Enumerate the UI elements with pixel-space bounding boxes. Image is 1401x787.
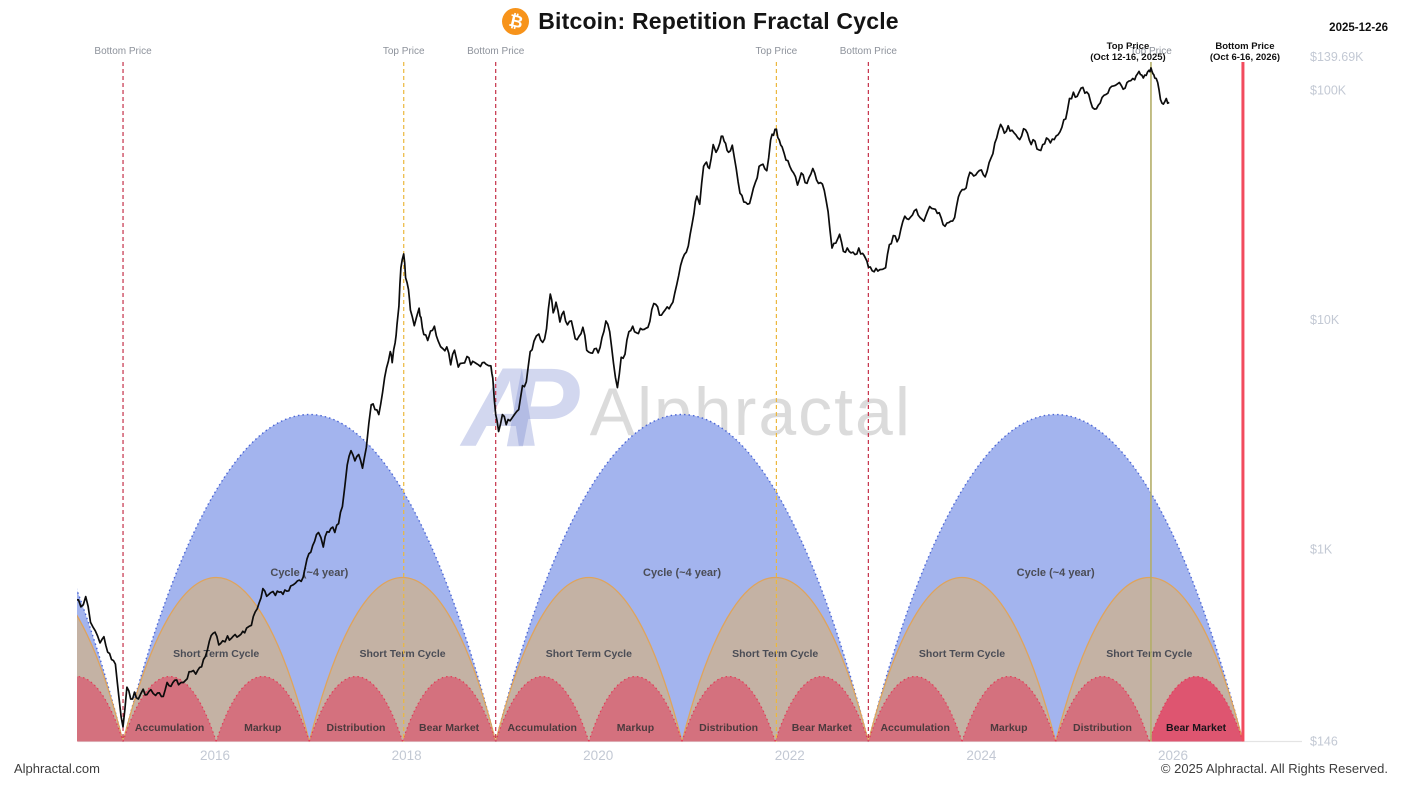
- phase-arc: [1055, 676, 1150, 742]
- event-annotation: Top Price: [1107, 41, 1150, 52]
- y-axis-tick: $139.69K: [1310, 50, 1364, 64]
- y-axis-tick: $100K: [1310, 84, 1347, 98]
- x-axis-tick: 2016: [200, 748, 230, 763]
- page-title: Bitcoin: Repetition Fractal Cycle: [538, 8, 899, 34]
- event-label: Bottom Price: [94, 46, 152, 57]
- event-label: Top Price: [756, 46, 798, 57]
- phase-label: Distribution: [699, 722, 758, 734]
- cycle-label: Cycle (~4 year): [270, 567, 348, 579]
- plot-area: [0, 414, 1244, 742]
- short-term-label: Short Term Cycle: [732, 648, 818, 660]
- phase-arc: [495, 676, 590, 742]
- bitcoin-icon: ₿: [502, 8, 530, 35]
- phase-label: Bear Market: [419, 722, 480, 734]
- phase-arc: [77, 676, 124, 742]
- y-axis-tick: $146: [1310, 734, 1338, 748]
- event-annotation: (Oct 6-16, 2026): [1210, 52, 1280, 63]
- short-term-label: Short Term Cycle: [359, 648, 445, 660]
- btc-price-line: [77, 67, 1170, 728]
- phase-arc: [308, 676, 404, 742]
- x-axis-tick: 2020: [583, 748, 613, 763]
- copyright-text: © 2025 Alphractal. All Rights Reserved.: [1160, 761, 1388, 776]
- phase-label: Distribution: [1073, 722, 1132, 734]
- x-axis-tick: 2026: [1158, 748, 1188, 763]
- short-term-label: Short Term Cycle: [1106, 648, 1192, 660]
- cycle-label: Cycle (~4 year): [643, 567, 721, 579]
- phase-arc: [588, 676, 683, 742]
- phase-label: Accumulation: [880, 722, 949, 734]
- cycle-labels: Cycle (~4 year) Short Term Cycle Short Ter…: [135, 567, 1227, 734]
- phase-label: Bear Market: [792, 722, 853, 734]
- y-axis-tick: $10K: [1310, 313, 1340, 327]
- event-label: Top Price: [383, 46, 425, 57]
- site-link[interactable]: Alphractal.com: [14, 761, 100, 776]
- short-term-label: Short Term Cycle: [173, 648, 259, 660]
- phase-label: Accumulation: [135, 722, 204, 734]
- cycle-label: Cycle (~4 year): [1017, 567, 1095, 579]
- phase-label: Markup: [990, 722, 1027, 734]
- phase-arc: [867, 676, 963, 742]
- snapshot-date: 2025-12-26: [1329, 22, 1388, 34]
- event-annotation: (Oct 12-16, 2025): [1090, 52, 1166, 63]
- event-label: Bottom Price: [840, 46, 898, 57]
- chart-header: ₿ Bitcoin: Repetition Fractal Cycle: [0, 8, 1401, 35]
- y-axis-tick: $1K: [1310, 543, 1333, 557]
- event-label: Bottom Price: [467, 46, 525, 57]
- phase-label: Markup: [617, 722, 654, 734]
- phase-label: Accumulation: [508, 722, 577, 734]
- x-axis-tick: 2018: [392, 748, 422, 763]
- phase-arc: [774, 676, 869, 742]
- phase-arc: [681, 676, 776, 742]
- phase-label: Markup: [244, 722, 281, 734]
- phase-label: Distribution: [326, 722, 385, 734]
- phase-arc: [961, 676, 1057, 742]
- x-axis-tick: 2022: [775, 748, 805, 763]
- short-term-label: Short Term Cycle: [546, 648, 632, 660]
- x-axis-tick: 2024: [966, 748, 997, 763]
- phase-label: Bear Market: [1166, 722, 1227, 734]
- event-label: Top Price: [1130, 46, 1172, 57]
- phase-arc: [122, 676, 217, 742]
- phase-arc: [0, 677, 31, 742]
- event-annotation: Bottom Price: [1215, 41, 1274, 52]
- phase-arc: [401, 676, 497, 742]
- phase-arc: [215, 676, 310, 742]
- short-term-label: Short Term Cycle: [919, 648, 1005, 660]
- phase-arc: [1148, 676, 1244, 742]
